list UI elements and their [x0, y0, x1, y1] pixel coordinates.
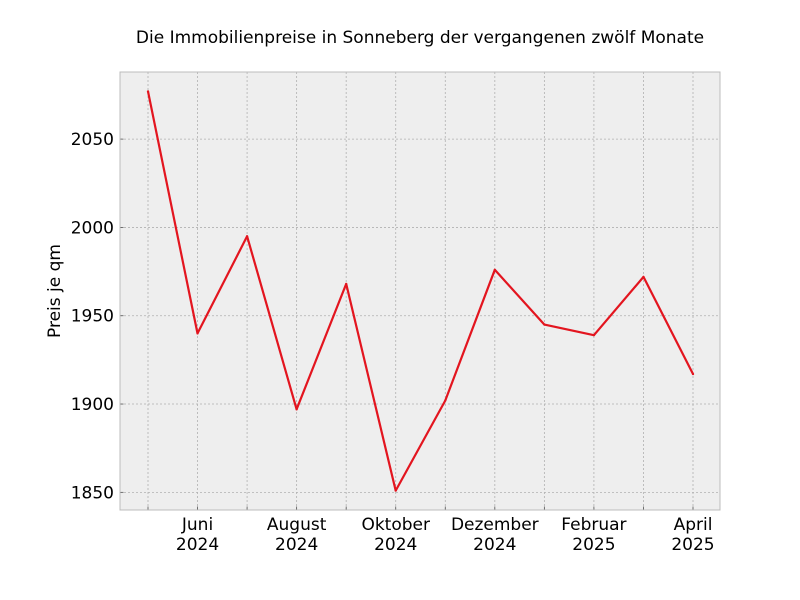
y-axis-label: Preis je qm — [45, 244, 65, 338]
data-point — [493, 268, 496, 271]
x-tick-label-month: Juni — [181, 515, 213, 535]
plot-frame — [119, 71, 721, 511]
chart-title: Die Immobilienpreise in Sonneberg der ve… — [136, 28, 704, 48]
data-point — [196, 332, 199, 335]
y-tick-label: 1850 — [71, 483, 114, 503]
x-tick-label-year: 2024 — [473, 535, 516, 555]
x-tick-label-year: 2025 — [671, 535, 714, 555]
data-point — [642, 275, 645, 278]
grid-lines — [120, 72, 720, 510]
tick-labels: 18501900195020002050Juni2024August2024Ok… — [71, 130, 715, 555]
y-tick-label: 1900 — [71, 395, 114, 415]
x-tick-label-month: Februar — [561, 515, 626, 535]
y-tick-label: 2000 — [71, 218, 114, 238]
x-tick-label-year: 2025 — [572, 535, 615, 555]
y-tick-label: 2050 — [71, 130, 114, 150]
axis-ticks — [120, 138, 694, 510]
x-tick-label-month: April — [674, 515, 713, 535]
data-point — [691, 372, 695, 376]
y-tick-label: 1950 — [71, 307, 114, 327]
data-point — [444, 399, 447, 402]
x-tick-label-year: 2024 — [176, 535, 219, 555]
data-point — [245, 235, 249, 238]
series-line — [146, 90, 695, 492]
x-tick-label-month: August — [267, 515, 327, 535]
x-tick-label-year: 2024 — [275, 535, 318, 555]
data-point — [146, 90, 150, 93]
data-point — [345, 282, 348, 286]
data-point — [543, 323, 546, 326]
x-tick-label-month: Oktober — [361, 515, 430, 535]
series-group — [146, 90, 695, 492]
x-tick-label-month: Dezember — [451, 515, 539, 535]
data-point — [592, 334, 596, 337]
data-point — [295, 408, 298, 411]
data-point — [394, 489, 397, 492]
x-tick-label-year: 2024 — [374, 535, 417, 555]
